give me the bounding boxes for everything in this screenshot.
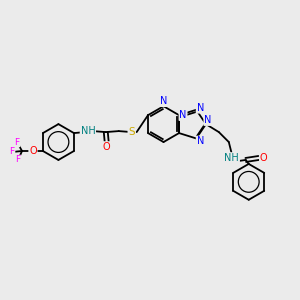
Text: O: O [29, 146, 37, 156]
Text: N: N [179, 110, 187, 120]
Text: N: N [196, 103, 204, 113]
Text: O: O [260, 153, 268, 163]
Text: NH: NH [224, 153, 239, 163]
Text: O: O [103, 142, 111, 152]
Text: NH: NH [80, 126, 95, 136]
Text: N: N [204, 115, 211, 125]
Text: N: N [196, 136, 204, 146]
Text: F: F [16, 155, 21, 164]
Text: N: N [160, 96, 167, 106]
Text: S: S [128, 127, 135, 137]
Text: F: F [14, 137, 20, 146]
Text: F: F [10, 148, 15, 157]
